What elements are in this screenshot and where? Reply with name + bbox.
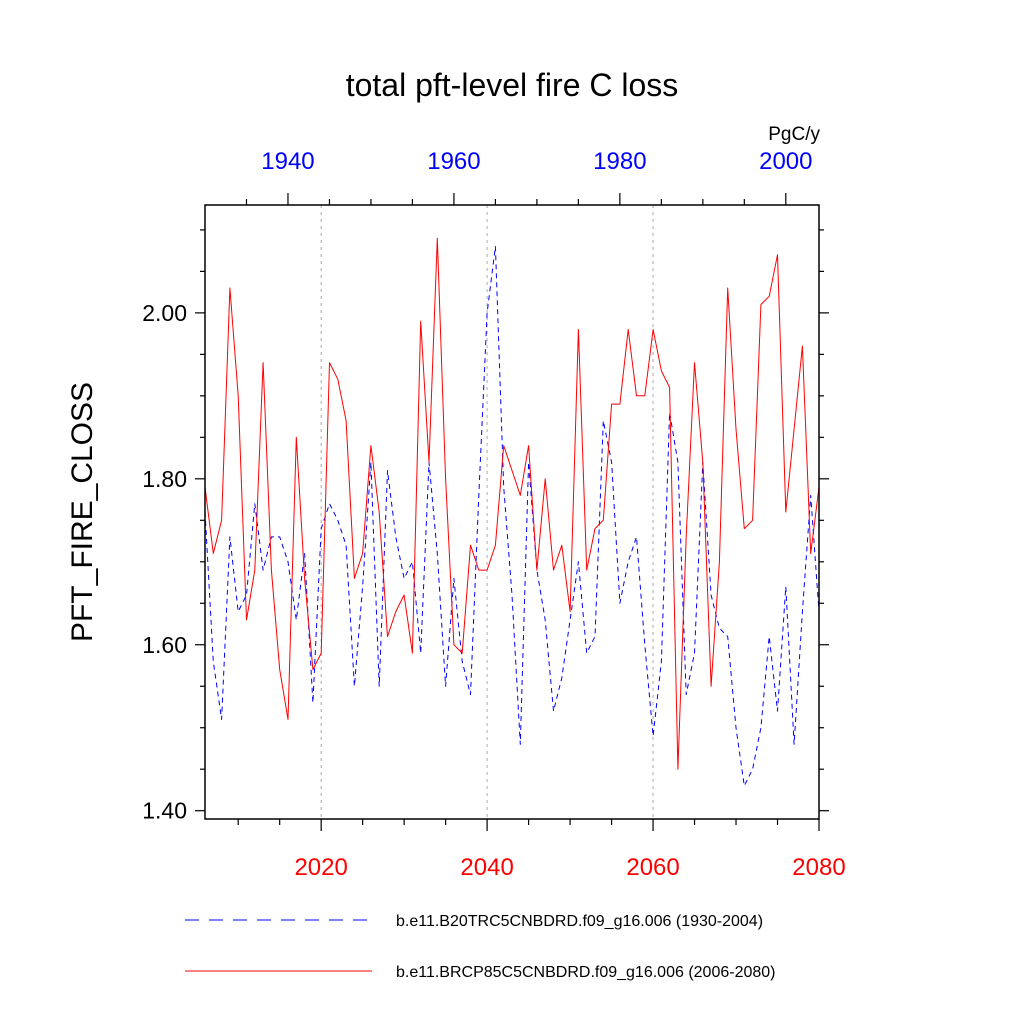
y-tick-label: 1.40 [142, 798, 187, 824]
units-label: PgC/y [768, 124, 820, 145]
y-tick-label: 1.60 [142, 632, 187, 658]
series-line-rcp85 [204, 237, 820, 770]
gridlines [320, 205, 654, 819]
x-top-tick-label: 1980 [593, 148, 646, 175]
plot-frame [204, 204, 820, 820]
x-bottom-tick-label: 2020 [294, 854, 347, 881]
y-tick-label: 1.80 [142, 466, 187, 492]
chart-title: total pft-level fire C loss [346, 67, 679, 103]
x-top-tick-label: 2000 [759, 148, 812, 175]
y-axis-label: PFT_FIRE_CLOSS [66, 382, 99, 642]
legend-label-historical: b.e11.B20TRC5CNBDRD.f09_g16.006 (1930-20… [396, 913, 763, 930]
y-tick-label: 2.00 [142, 300, 187, 326]
x-bottom-tick-label: 2080 [792, 854, 845, 881]
series-lines [204, 237, 820, 787]
legend: b.e11.B20TRC5CNBDRD.f09_g16.006 (1930-20… [185, 913, 775, 981]
x-top-tick-label: 1940 [261, 148, 314, 175]
x-bottom-tick-label: 2040 [460, 854, 513, 881]
x-bottom-tick-label: 2060 [626, 854, 679, 881]
x-top-tick-label: 1960 [427, 148, 480, 175]
legend-label-rcp85: b.e11.BRCP85C5CNBDRD.f09_g16.006 (2006-2… [396, 964, 775, 981]
axes: 1.40 1.60 1.80 2.00 2020 2040 2060 2080 1940 1960… [142, 148, 845, 881]
